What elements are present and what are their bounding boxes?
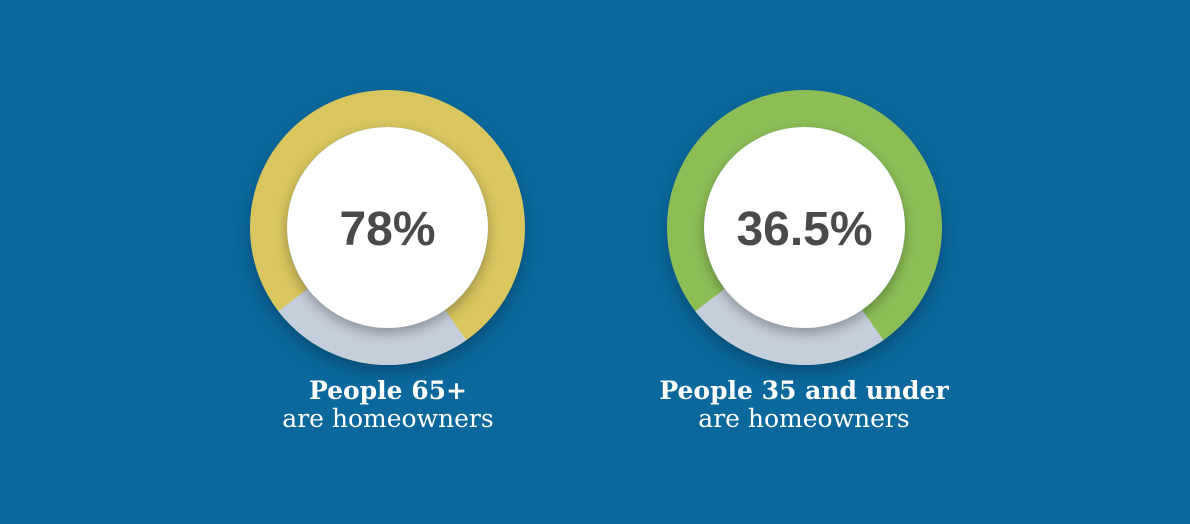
donut-center-disc: 36.5% (704, 127, 905, 328)
donut-value-label: 78% (339, 203, 436, 256)
donut-remainder-arc (278, 288, 467, 365)
donut-remainder-arc (695, 288, 884, 365)
donut-ring (667, 90, 942, 365)
caption-line-bold: People 35 and under (659, 376, 949, 405)
donut-value-label: 36.5% (736, 203, 873, 256)
caption-line-bold: People 65+ (308, 376, 468, 405)
caption-line-regular: are homeowners (282, 404, 494, 433)
caption-line-regular: are homeowners (698, 404, 910, 433)
donut-center-disc: 78% (287, 127, 488, 328)
donut-ring (250, 90, 525, 365)
donut-chart-people-65plus: 78% (250, 90, 525, 365)
donut-caption-people-35-under: People 35 and under are homeowners (604, 377, 1004, 433)
donut-caption-people-65plus: People 65+ are homeowners (188, 377, 588, 433)
donut-chart-people-35-under: 36.5% (667, 90, 942, 365)
